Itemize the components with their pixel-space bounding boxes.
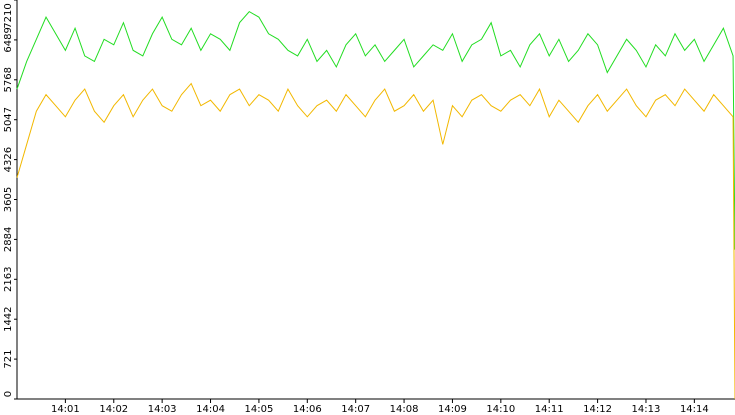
x-tick-label: 14:02 bbox=[99, 404, 128, 415]
x-tick-label: 14:04 bbox=[196, 404, 225, 415]
y-tick-label: 2163 bbox=[3, 267, 14, 292]
x-tick-label: 14:06 bbox=[293, 404, 322, 415]
x-tick-label: 14:08 bbox=[390, 404, 419, 415]
y-tick-label: 6489 bbox=[3, 27, 14, 52]
x-tick-label: 14:01 bbox=[51, 404, 80, 415]
series-line bbox=[16, 82, 735, 400]
y-tick-label: 7210 bbox=[3, 3, 14, 28]
series-line bbox=[16, 10, 735, 250]
y-tick-label: 2884 bbox=[3, 227, 14, 252]
x-tick-label: 14:09 bbox=[438, 404, 467, 415]
x-tick-label: 14:12 bbox=[583, 404, 612, 415]
x-tick-label: 14:14 bbox=[680, 404, 709, 415]
y-tick-label: 1442 bbox=[3, 306, 14, 331]
y-tick-label: 5047 bbox=[3, 107, 14, 132]
y-tick-label: 4326 bbox=[3, 147, 14, 172]
y-tick-label: 721 bbox=[3, 350, 14, 369]
x-tick-label: 14:03 bbox=[148, 404, 177, 415]
y-tick-label: 3605 bbox=[3, 187, 14, 212]
y-tick-label: 5768 bbox=[3, 67, 14, 92]
x-tick-label: 14:05 bbox=[244, 404, 273, 415]
y-tick-label: 0 bbox=[3, 391, 14, 397]
x-tick-label: 14:13 bbox=[632, 404, 661, 415]
x-tick-label: 14:11 bbox=[535, 404, 564, 415]
x-tick-label: 14:07 bbox=[341, 404, 370, 415]
x-tick-label: 14:10 bbox=[486, 404, 515, 415]
